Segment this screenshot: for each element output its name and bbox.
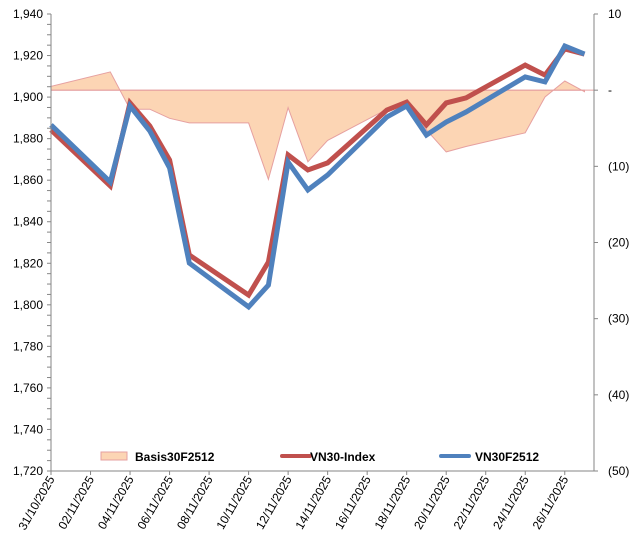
right-axis-tick-label: -	[608, 83, 612, 97]
left-axis-tick-label: 1,780	[13, 339, 43, 353]
x-axis-tick-label: 04/11/2025	[95, 473, 137, 532]
right-axis-tick-label: (10)	[608, 159, 629, 173]
vn30f2512-line	[49, 42, 586, 311]
right-axis-tick-label: 10	[608, 7, 622, 21]
line-layer	[49, 42, 586, 311]
x-axis-tick-label: 06/11/2025	[134, 473, 176, 532]
left-axis-tick-label: 1,940	[13, 7, 43, 21]
x-axis-tick-label: 10/11/2025	[213, 473, 255, 532]
legend-label-vn30f2512: VN30F2512	[475, 450, 539, 464]
right-axis-tick-label: (50)	[608, 464, 629, 478]
left-axis-tick-label: 1,860	[13, 173, 43, 187]
left-axis-tick-label: 1,840	[13, 215, 43, 229]
legend: Basis30F2512 VN30-Index VN30F2512	[100, 450, 539, 464]
left-axis-tick-label: 1,880	[13, 132, 43, 146]
left-axis-tick-label: 1,720	[13, 464, 43, 478]
x-axis-tick-label: 08/11/2025	[174, 473, 216, 532]
left-axis-tick-label: 1,900	[13, 90, 43, 104]
legend-swatch-basis	[100, 451, 128, 461]
right-axis-tick-label: (20)	[608, 236, 629, 250]
right-axis-tick-label: (40)	[608, 388, 629, 402]
x-axis-tick-label: 18/11/2025	[372, 473, 414, 532]
vn30-index-line	[49, 46, 586, 299]
x-axis-tick-label: 20/11/2025	[411, 473, 453, 532]
left-axis-tick-label: 1,920	[13, 49, 43, 63]
x-axis-tick-label: 31/10/2025	[15, 473, 57, 532]
left-axis-tick-label: 1,740	[13, 422, 43, 436]
left-axis-tick-label: 1,800	[13, 298, 43, 312]
x-axis-tick-label: 02/11/2025	[55, 473, 97, 532]
legend-label-basis: Basis30F2512	[135, 450, 215, 464]
x-axis-tick-label: 14/11/2025	[293, 473, 335, 532]
basis-area	[50, 71, 585, 181]
x-axis-tick-label: 24/11/2025	[490, 473, 532, 532]
right-axis-tick-label: (30)	[608, 312, 629, 326]
left-axis-tick-label: 1,820	[13, 256, 43, 270]
left-axis-tick-label: 1,760	[13, 381, 43, 395]
legend-label-vn30-index: VN30-Index	[310, 450, 376, 464]
x-axis-tick-label: 12/11/2025	[253, 473, 295, 532]
x-axis-tick-label: 26/11/2025	[530, 473, 572, 532]
x-axis-tick-label: 22/11/2025	[451, 473, 493, 532]
x-axis-tick-label: 16/11/2025	[332, 473, 374, 532]
